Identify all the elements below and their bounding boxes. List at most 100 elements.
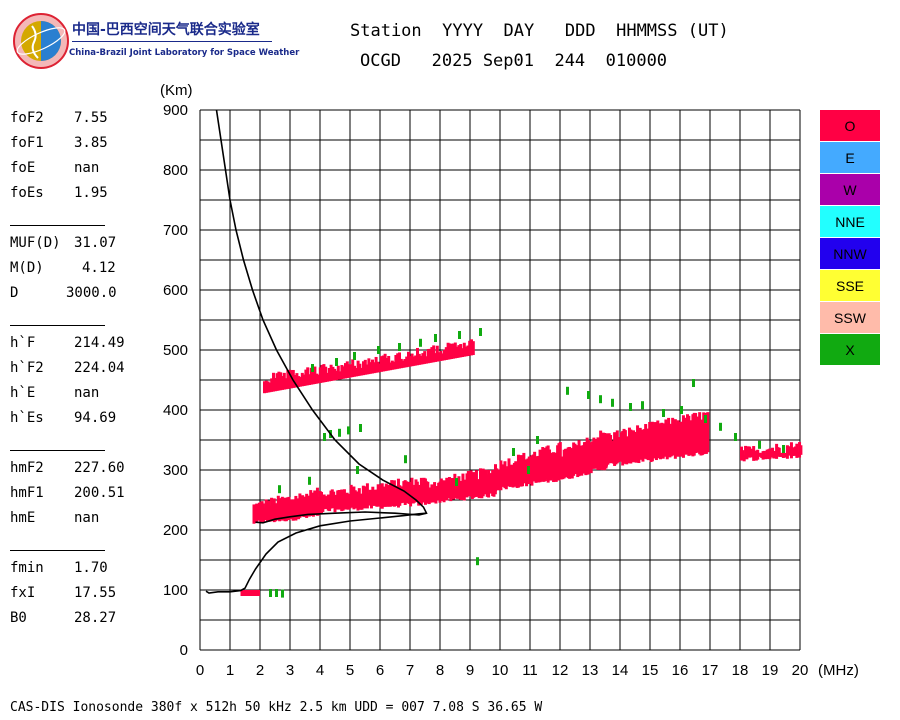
x-tick-label: 6 (376, 662, 384, 679)
o-trace-mark (453, 342, 457, 359)
o-trace-mark (282, 372, 286, 390)
o-trace-mark (791, 447, 795, 456)
o-trace-mark (272, 372, 275, 392)
o-trace-mark (344, 363, 347, 379)
o-trace-mark (293, 374, 297, 388)
o-trace-mark (284, 378, 288, 390)
o-trace-mark (358, 363, 362, 376)
o-trace-mark (450, 343, 454, 359)
o-trace-mark (299, 377, 302, 387)
param-name: h`F (10, 335, 36, 351)
legend-item-w: W (820, 174, 880, 205)
param-name: foEs (10, 185, 44, 201)
y-tick-label: 200 (163, 522, 188, 539)
o-trace-mark (327, 368, 331, 382)
x-trace-mark (719, 422, 722, 431)
footer-info: CAS-DIS Ionosonde 380f x 512h 50 kHz 2.5… (10, 700, 543, 715)
x-trace-mark (398, 343, 401, 351)
param-name: h`F2 (10, 360, 44, 376)
o-trace-mark (428, 348, 432, 363)
o-trace-mark (277, 371, 281, 391)
o-trace-mark (302, 374, 306, 386)
o-trace-mark (471, 341, 475, 356)
globe-icon (13, 13, 69, 69)
param-name: hmE (10, 510, 36, 526)
o-trace-mark (457, 345, 461, 358)
o-trace-mark (464, 346, 468, 357)
legend-item-e: E (820, 142, 880, 173)
o-trace-mark (392, 361, 396, 370)
param-value: 200.51 (74, 485, 125, 501)
o-trace-mark (437, 352, 441, 362)
o-trace-mark (434, 353, 437, 362)
x-tick-label: 18 (732, 662, 749, 679)
o-trace-mark (405, 356, 409, 368)
o-trace-mark (407, 351, 410, 367)
param-value: 31.07 (74, 235, 117, 251)
o-trace-mark (313, 366, 317, 384)
y-tick-label: 900 (163, 102, 188, 119)
x-tick-label: 16 (672, 662, 689, 679)
o-trace-mark (425, 356, 428, 364)
x-trace-mark (704, 415, 707, 423)
o-trace-mark (347, 364, 351, 378)
y-tick-label: 500 (163, 342, 188, 359)
o-trace-mark (367, 358, 371, 375)
o-trace-mark (380, 356, 383, 372)
x-trace-mark (479, 328, 482, 336)
param-name: foE (10, 160, 36, 176)
x-trace-mark (335, 358, 338, 366)
o-trace-mark (315, 373, 319, 384)
o-trace-mark (468, 340, 472, 356)
o-trace-mark (320, 364, 324, 383)
legend-label: NNW (833, 245, 867, 262)
x-trace-mark (512, 448, 515, 456)
o-trace-mark (335, 370, 338, 381)
y-axis-label: (Km) (160, 82, 193, 99)
o-trace-mark (333, 368, 337, 381)
param-value: 7.55 (74, 110, 108, 126)
o-trace-mark (777, 447, 781, 457)
x-trace-mark (356, 466, 359, 474)
x-trace-mark (308, 476, 311, 485)
legend-label: O (844, 117, 856, 134)
param-divider (10, 450, 105, 451)
param-value: 1.95 (74, 185, 108, 201)
x-trace-mark (629, 403, 632, 411)
legend-label: NNE (835, 213, 865, 230)
virtual-height-profile-line (215, 109, 428, 524)
param-value: nan (74, 160, 100, 176)
o-trace-mark (432, 345, 436, 363)
o-trace-mark (240, 590, 260, 596)
o-trace-mark (281, 376, 284, 390)
o-trace-mark (741, 450, 745, 460)
o-trace-mark (295, 373, 299, 388)
param-name: hmF2 (10, 460, 44, 476)
o-trace-mark (270, 378, 274, 392)
legend-label: X (845, 341, 855, 358)
x-trace-mark (536, 436, 539, 444)
o-trace-mark (360, 367, 364, 376)
param-value: 28.27 (74, 610, 117, 626)
x-trace-mark (404, 455, 407, 464)
o-trace-mark (426, 349, 430, 364)
o-trace-mark (396, 353, 400, 369)
o-trace-mark (462, 342, 466, 357)
o-trace-mark (345, 361, 349, 379)
param-value: 1.70 (74, 560, 108, 576)
x-tick-label: 9 (466, 662, 474, 679)
logo-divider (72, 41, 272, 42)
x-trace-mark (458, 331, 461, 339)
legend-item-sse: SSE (820, 270, 880, 301)
o-trace-mark (383, 353, 387, 372)
o-trace-mark (288, 369, 292, 389)
lab-logo: 中国-巴西空间天气联合实验室 China-Brazil Joint Labora… (12, 12, 299, 70)
o-trace-mark (446, 342, 450, 360)
param-name: B0 (10, 610, 27, 626)
x-tick-label: 19 (762, 662, 779, 679)
o-trace-mark (369, 362, 373, 374)
param-name: hmF1 (10, 485, 44, 501)
legend-item-ssw: SSW (820, 302, 880, 333)
o-trace-mark (273, 377, 277, 392)
o-trace-mark (353, 365, 356, 377)
